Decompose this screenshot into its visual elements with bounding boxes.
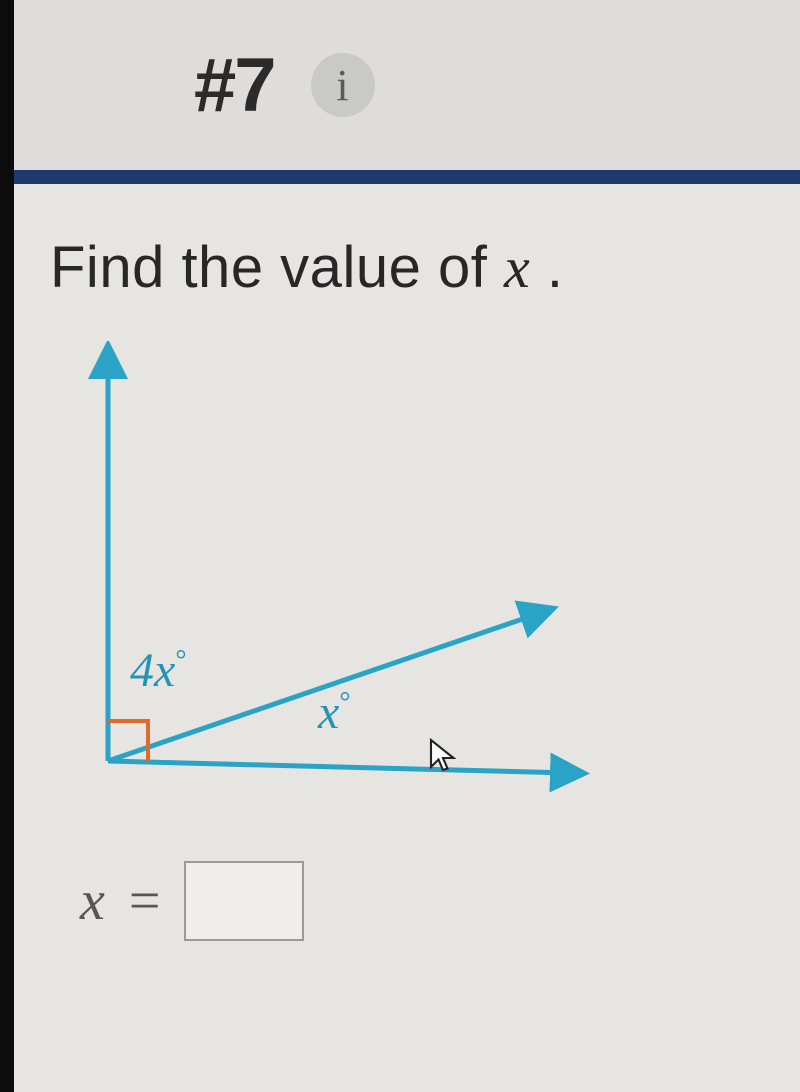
angle-label-4x: 4x° <box>130 643 187 698</box>
cursor-icon <box>428 737 458 773</box>
question-number: #7 <box>194 42 275 129</box>
diagram-svg <box>60 341 620 821</box>
label-4x-prefix: 4 <box>130 644 154 697</box>
header-divider <box>14 170 800 184</box>
prompt-text-after: . <box>530 235 563 300</box>
answer-equals: = <box>129 869 161 933</box>
angle-label-x: x° <box>318 685 351 740</box>
question-prompt: Find the value of x . <box>50 234 764 301</box>
ray-horizontal <box>108 761 570 773</box>
prompt-text-before: Find the value of <box>50 235 504 300</box>
question-header: #7 i <box>14 0 800 170</box>
label-4x-var: x <box>154 644 175 697</box>
content-area: Find the value of x . 4x° x° <box>14 184 800 1092</box>
label-x-deg: ° <box>339 687 350 718</box>
answer-input[interactable] <box>184 861 304 941</box>
angle-diagram: 4x° x° <box>60 341 620 821</box>
label-4x-deg: ° <box>175 645 186 676</box>
answer-row: x = <box>80 861 764 941</box>
prompt-variable: x <box>504 235 530 300</box>
window-left-edge <box>0 0 14 1092</box>
answer-variable: x <box>80 869 105 933</box>
label-x-var: x <box>318 686 339 739</box>
info-icon[interactable]: i <box>311 53 375 117</box>
